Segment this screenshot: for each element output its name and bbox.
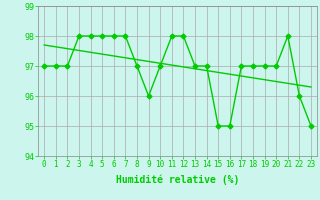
- X-axis label: Humidité relative (%): Humidité relative (%): [116, 175, 239, 185]
